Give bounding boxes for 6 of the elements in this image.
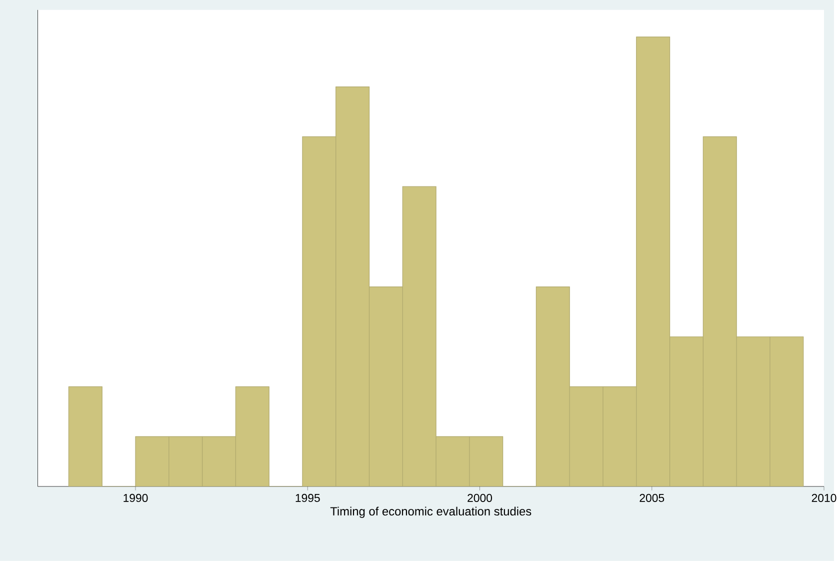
x-tick-label: 1995 bbox=[296, 494, 320, 502]
x-tick-label: 2010 bbox=[812, 494, 836, 502]
x-tick-label: 2005 bbox=[640, 494, 664, 502]
x-axis-title: Timing of economic evaluation studies bbox=[330, 506, 532, 518]
x-tick-label: 2000 bbox=[468, 494, 492, 502]
x-tick-label: 1990 bbox=[124, 494, 148, 502]
